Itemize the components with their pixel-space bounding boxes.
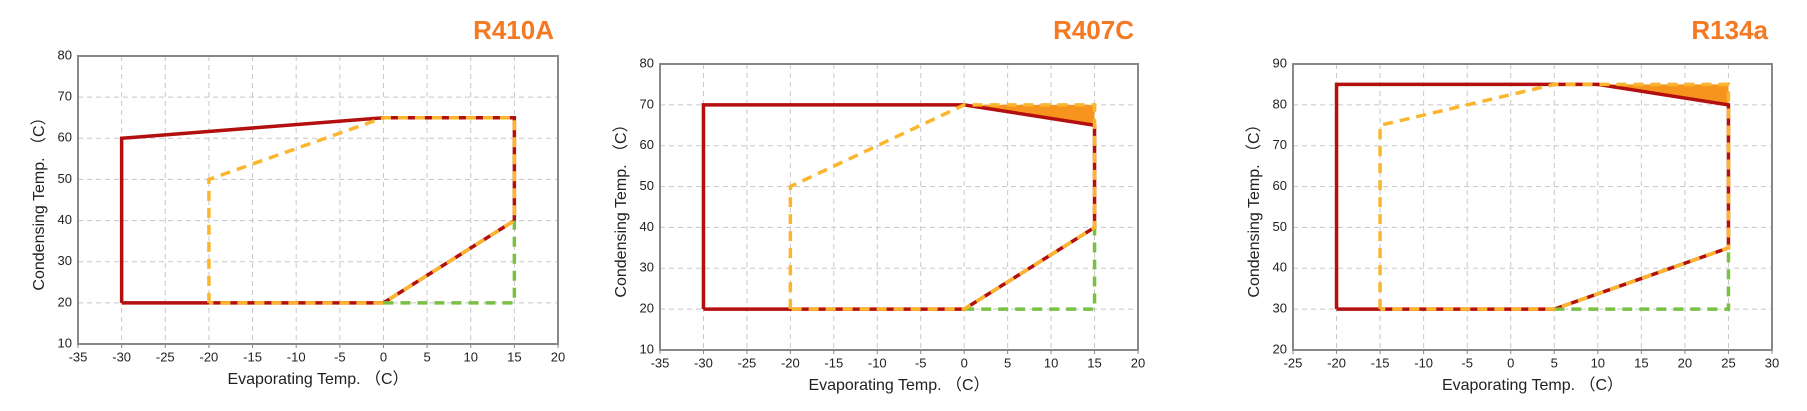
- envelope-line: [383, 220, 517, 305]
- y-tick-label: 60: [1273, 178, 1287, 193]
- x-tick-label: 15: [1634, 355, 1648, 370]
- x-tick-label: -15: [824, 355, 843, 370]
- x-tick-label: -15: [243, 349, 262, 364]
- x-tick-label: -20: [200, 349, 219, 364]
- y-tick-label: 20: [1273, 341, 1287, 356]
- chart-title: R134a: [1691, 15, 1768, 45]
- chart-title: R410A: [473, 15, 554, 45]
- x-tick-label: 0: [380, 349, 387, 364]
- y-tick-label: 30: [1273, 301, 1287, 316]
- plot-frame: [659, 63, 1139, 351]
- x-tick-label: -20: [781, 355, 800, 370]
- y-tick-label: 50: [58, 171, 72, 186]
- x-tick-label: 20: [1678, 355, 1692, 370]
- y-tick-label: 60: [58, 130, 72, 145]
- x-tick-label: -30: [694, 355, 713, 370]
- y-tick-label: 30: [640, 260, 654, 275]
- x-tick-label: 15: [1087, 355, 1101, 370]
- x-tick-label: -10: [868, 355, 887, 370]
- x-tick-label: 5: [423, 349, 430, 364]
- x-tick-label: 10: [1044, 355, 1058, 370]
- x-tick-label: 10: [463, 349, 477, 364]
- x-tick-label: 5: [1004, 355, 1011, 370]
- x-tick-label: -35: [651, 355, 670, 370]
- y-tick-label: 10: [640, 341, 654, 356]
- chart: R410A -35 -30 -25 -20 -15 -10 -5 0 5 10 15 20 10 20 30 4…: [30, 15, 565, 388]
- x-tick-label: -5: [915, 355, 927, 370]
- chart-title: R407C: [1053, 15, 1134, 45]
- plot-frame: [77, 55, 559, 345]
- x-tick-label: 25: [1721, 355, 1735, 370]
- x-tick-label: -25: [738, 355, 757, 370]
- x-tick-label: -10: [1414, 355, 1433, 370]
- y-tick-label: 60: [640, 137, 654, 152]
- envelope-line: [1378, 82, 1731, 311]
- x-tick-label: -35: [69, 349, 88, 364]
- y-tick-label: 70: [640, 96, 654, 111]
- y-axis-label: Condensing Temp. （C）: [1245, 116, 1263, 297]
- x-tick-label: 0: [961, 355, 968, 370]
- y-tick-label: 40: [640, 219, 654, 234]
- envelope-line: [788, 103, 1097, 311]
- envelope-line: [964, 227, 1097, 311]
- x-axis-label: Evaporating Temp. （C）: [227, 370, 408, 388]
- chart: R407C -35 -30 -25 -20 -15 -10 -5 0 5 10 15 20 10 20 30 4…: [612, 15, 1145, 394]
- x-tick-label: -20: [1327, 355, 1346, 370]
- x-tick-label: -25: [156, 349, 175, 364]
- y-axis-label: Condensing Temp. （C）: [612, 116, 630, 297]
- plot-frame: [1292, 63, 1773, 351]
- y-tick-label: 40: [1273, 260, 1287, 275]
- y-tick-label: 10: [58, 335, 72, 350]
- x-tick-label: 10: [1591, 355, 1605, 370]
- x-tick-label: 30: [1765, 355, 1779, 370]
- x-tick-label: 15: [507, 349, 521, 364]
- x-tick-label: -25: [1284, 355, 1303, 370]
- envelope-line: [1334, 82, 1731, 311]
- x-tick-label: 0: [1507, 355, 1514, 370]
- y-tick-label: 20: [58, 294, 72, 309]
- x-tick-label: -5: [1461, 355, 1473, 370]
- x-tick-label: -30: [112, 349, 131, 364]
- x-tick-label: -5: [334, 349, 346, 364]
- y-axis-label: Condensing Temp. （C）: [30, 109, 48, 290]
- x-tick-label: -15: [1371, 355, 1390, 370]
- y-tick-label: 80: [640, 55, 654, 70]
- envelope-line: [207, 115, 517, 305]
- y-tick-label: 50: [640, 178, 654, 193]
- envelope-line: [1554, 247, 1731, 311]
- y-tick-label: 70: [58, 89, 72, 104]
- y-tick-label: 80: [1273, 96, 1287, 111]
- envelope-line: [119, 115, 517, 305]
- y-tick-label: 70: [1273, 137, 1287, 152]
- x-tick-label: -10: [287, 349, 306, 364]
- y-tick-label: 80: [58, 47, 72, 62]
- y-tick-label: 50: [1273, 219, 1287, 234]
- x-tick-label: 5: [1551, 355, 1558, 370]
- y-tick-label: 30: [58, 253, 72, 268]
- y-tick-label: 20: [640, 301, 654, 316]
- x-tick-label: 20: [1131, 355, 1145, 370]
- y-tick-label: 90: [1273, 55, 1287, 70]
- y-tick-label: 40: [58, 212, 72, 227]
- chart: R134a -25 -20 -15 -10 -5 0 5 10 15 20 25 30 20 30 40 50 6…: [1245, 15, 1779, 394]
- x-axis-label: Evaporating Temp. （C）: [808, 376, 989, 394]
- x-axis-label: Evaporating Temp. （C）: [1442, 376, 1623, 394]
- x-tick-label: 20: [551, 349, 565, 364]
